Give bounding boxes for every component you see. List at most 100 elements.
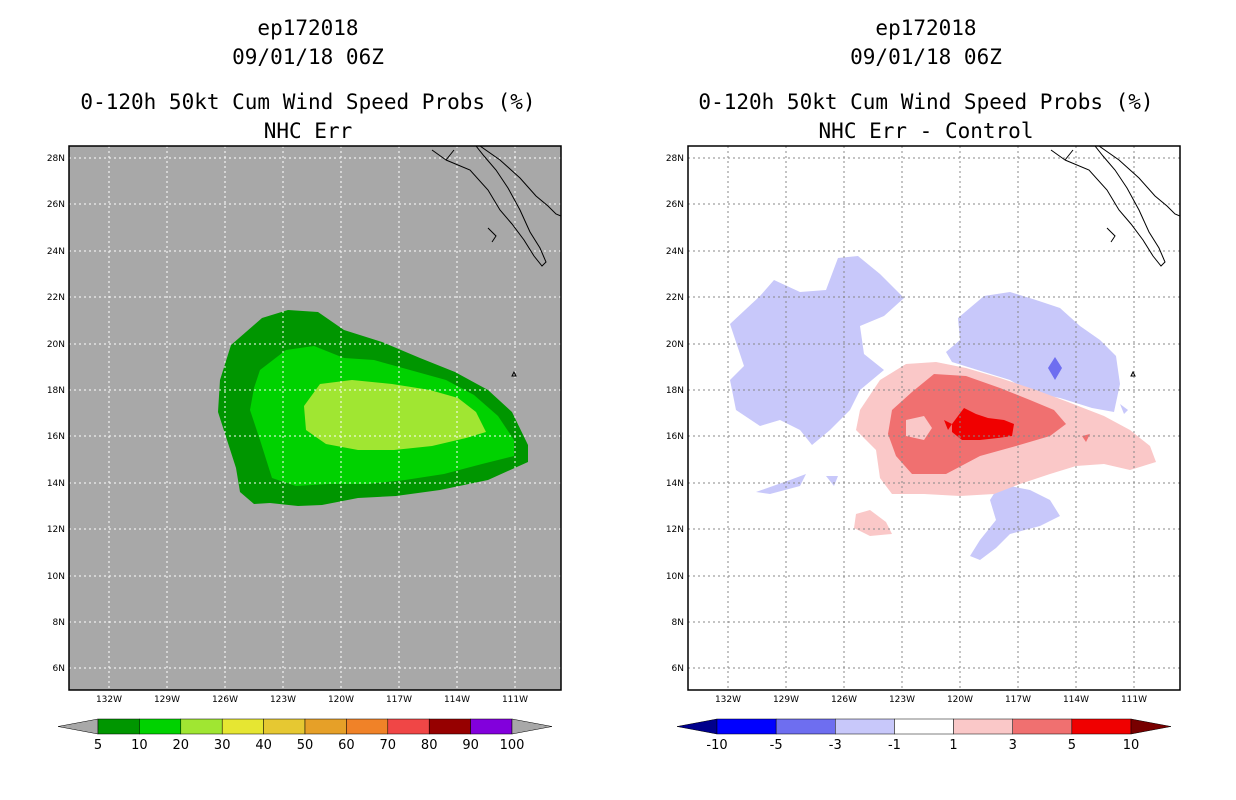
left-colorbar-label: 20 [173, 738, 190, 753]
right-lat-label: 10N [666, 572, 684, 582]
left-lon-label: 120W [328, 695, 354, 705]
right-colorbar-swatch [775, 718, 836, 735]
right-lon-label: 123W [889, 695, 915, 705]
left-contour-20pct [304, 380, 486, 450]
right-colorbar-under-arrow [676, 718, 718, 735]
left-colorbar-swatch [304, 718, 347, 735]
right-lon-label: 120W [947, 695, 973, 705]
left-lon-label: 129W [154, 695, 180, 705]
right-lon-label: 126W [831, 695, 857, 705]
left-colorbar-over-arrow [511, 718, 553, 735]
left-subtitle: NHC Err [263, 119, 353, 143]
left-colorbar-label: 40 [255, 738, 272, 753]
right-lat-label: 14N [666, 479, 684, 489]
right-storm-id: ep172018 [875, 16, 977, 40]
left-lat-label: 10N [47, 572, 65, 582]
right-lon-axis: 132W 129W 126W 123W 120W 117W 114W 111W [715, 695, 1147, 705]
right-subtitle: NHC Err - Control [818, 119, 1034, 143]
right-lat-label: 24N [666, 247, 684, 257]
right-lat-label: 22N [666, 293, 684, 303]
left-colorbar-swatch [346, 718, 389, 735]
left-colorbar: 5 10 20 30 40 50 60 70 80 90 100 [57, 718, 553, 753]
left-colorbar-label: 70 [380, 738, 397, 753]
right-colorbar-swatch [716, 718, 777, 735]
right-colorbar-over-arrow [1130, 718, 1172, 735]
right-panel-title: ep172018 09/01/18 06Z [666, 14, 1186, 72]
left-lat-label: 20N [47, 340, 65, 350]
left-lon-label: 126W [212, 695, 238, 705]
right-lat-label: 12N [666, 525, 684, 535]
right-map-frame [687, 145, 1181, 691]
right-blue-fleck-1 [756, 474, 806, 494]
left-lon-label: 132W [96, 695, 122, 705]
right-colorbar-swatch [835, 718, 895, 735]
right-lon-label: 114W [1063, 695, 1089, 705]
left-lon-label: 114W [444, 695, 470, 705]
left-lat-label: 28N [47, 154, 65, 164]
right-colorbar-label: 3 [1009, 738, 1017, 753]
left-lon-label: 123W [270, 695, 296, 705]
right-colorbar-label: 5 [1068, 738, 1076, 753]
left-lat-label: 16N [47, 432, 65, 442]
right-colorbar-label: -5 [770, 738, 783, 753]
left-colorbar-label: 50 [297, 738, 314, 753]
right-colorbar-swatch [894, 718, 954, 735]
left-colorbar-label: 5 [94, 738, 102, 753]
right-colorbar-swatch [953, 718, 1013, 735]
right-colorbar-label: 10 [1123, 738, 1140, 753]
right-lat-label: 26N [666, 200, 684, 210]
left-colorbar-swatch [387, 718, 430, 735]
left-lat-axis: 28N 26N 24N 22N 20N 18N 16N 14N 12N 10N 8N 6N [47, 154, 65, 674]
right-lon-label: 111W [1121, 695, 1147, 705]
right-colorbar-label: -3 [829, 738, 842, 753]
left-colorbar-under-arrow [57, 718, 99, 735]
right-product: 0-120h 50kt Cum Wind Speed Probs (%) [698, 90, 1154, 114]
right-blue-region-west [730, 256, 904, 445]
right-lat-label: 16N [666, 432, 684, 442]
right-colorbar-swatch [1071, 718, 1132, 735]
right-lat-label: 28N [666, 154, 684, 164]
right-core-fleck [944, 420, 952, 430]
left-lon-axis: 132W 129W 126W 123W 120W 117W 114W 111W [96, 695, 528, 705]
left-colorbar-label: 90 [462, 738, 479, 753]
left-lon-label: 111W [502, 695, 528, 705]
left-colorbar-label: 10 [131, 738, 148, 753]
right-coastline [1050, 146, 1180, 377]
right-colorbar-label: 1 [949, 738, 957, 753]
right-lat-label: 8N [672, 618, 684, 628]
left-colorbar-swatch [180, 718, 223, 735]
right-blue-fleck-3 [1120, 404, 1128, 414]
left-colorbar-swatch [263, 718, 306, 735]
right-gridlines [688, 146, 1180, 690]
left-colorbar-label: 80 [421, 738, 438, 753]
left-lat-label: 6N [53, 664, 65, 674]
left-colorbar-label: 100 [500, 738, 525, 753]
left-datetime: 09/01/18 06Z [232, 45, 384, 69]
right-colorbar: -10 -5 -3 -1 1 3 5 10 [676, 718, 1172, 753]
left-lat-label: 12N [47, 525, 65, 535]
right-blue-diamond [1048, 357, 1062, 380]
left-map-frame [68, 145, 562, 691]
right-lon-label: 129W [773, 695, 799, 705]
right-blue-region-south [970, 484, 1060, 560]
left-lat-label: 14N [47, 479, 65, 489]
right-lat-label: 6N [672, 664, 684, 674]
left-colorbar-swatch [221, 718, 264, 735]
left-gridlines [69, 146, 561, 690]
left-colorbar-swatch [139, 718, 182, 735]
left-colorbar-label: 60 [338, 738, 355, 753]
right-lat-label: 20N [666, 340, 684, 350]
left-lon-label: 117W [386, 695, 412, 705]
left-lat-label: 22N [47, 293, 65, 303]
right-datetime: 09/01/18 06Z [850, 45, 1002, 69]
left-coastline [431, 146, 561, 377]
right-red-hole [906, 416, 932, 440]
left-lat-label: 26N [47, 200, 65, 210]
left-colorbar-swatch [470, 718, 513, 735]
left-colorbar-swatch [97, 718, 140, 735]
right-lat-label: 18N [666, 386, 684, 396]
left-lat-label: 8N [53, 618, 65, 628]
left-product: 0-120h 50kt Cum Wind Speed Probs (%) [80, 90, 536, 114]
